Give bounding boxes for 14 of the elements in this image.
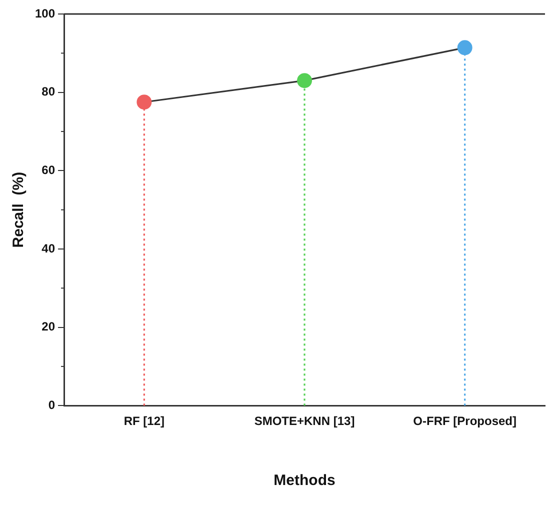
y-tick-label: 20 [42,320,56,334]
x-tick-label: RF [12] [124,414,165,428]
x-tick-label: SMOTE+KNN [13] [254,414,355,428]
y-tick-label: 60 [42,162,56,177]
y-tick-label: 40 [42,241,56,256]
y-tick-label: 0 [48,398,56,412]
point [136,94,152,110]
point [297,73,312,88]
y-tick-label: 100 [34,6,56,20]
x-axis-title: Methods [274,472,336,490]
x-tick-label: O-FRF [Proposed] [413,414,516,428]
y-axis-title: Recall (%) [10,172,28,248]
point [457,40,472,56]
y-tick-label: 80 [42,84,56,99]
